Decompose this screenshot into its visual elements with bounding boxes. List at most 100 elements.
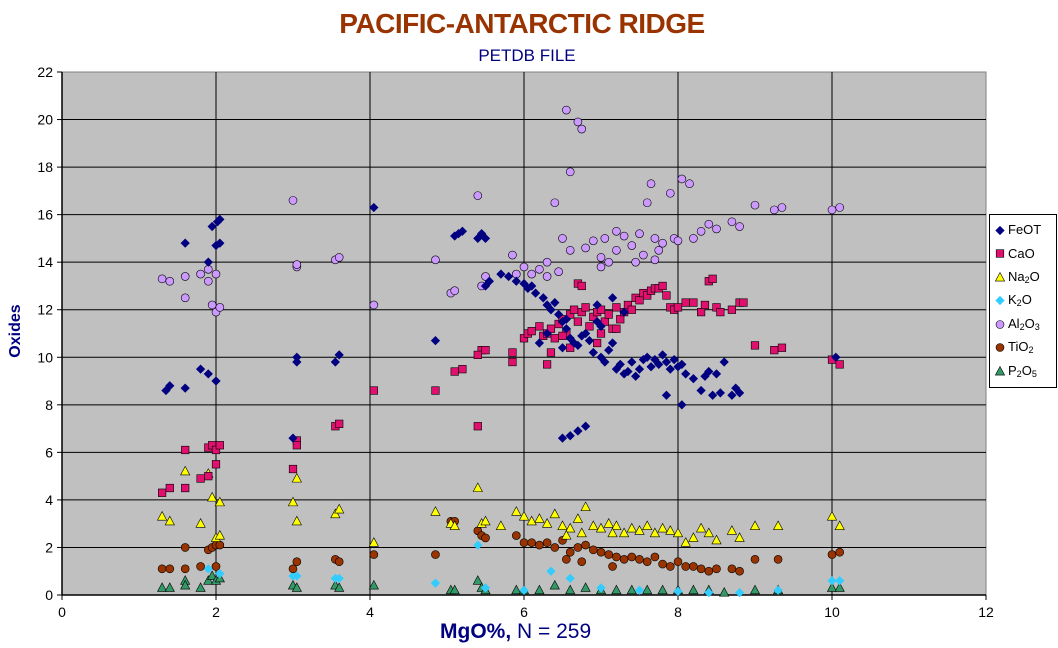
tio2-point: [827, 550, 837, 559]
al2o3-point: [334, 253, 344, 262]
k2o-point: [334, 573, 344, 583]
al2o3-point: [604, 257, 614, 267]
al2o3-point: [369, 300, 379, 310]
k2o-point: [596, 583, 606, 593]
legend-marker: [995, 225, 1005, 235]
na2o-point: [214, 529, 225, 540]
al2o3-point: [180, 293, 190, 303]
cao-point: [700, 300, 710, 310]
k2o-point: [734, 587, 745, 598]
na2o-point: [480, 515, 491, 526]
k2o-point: [827, 576, 837, 586]
x-tick-label: 6: [520, 604, 528, 620]
na2o-point: [580, 501, 591, 511]
al2o3-point: [157, 274, 167, 284]
cao-point: [689, 298, 698, 307]
al2o3-point: [596, 262, 606, 272]
tio2-point: [511, 531, 521, 540]
al2o3-point: [542, 272, 552, 281]
al2o3-point: [631, 257, 640, 267]
na2o-point: [541, 518, 553, 528]
feot-point: [565, 431, 575, 441]
legend-marker: [995, 249, 1005, 258]
feot-point: [503, 271, 514, 282]
na2o-point: [588, 520, 599, 530]
cao-point: [581, 303, 590, 312]
tio2-point: [215, 540, 225, 550]
al2o3-point: [689, 234, 698, 243]
al2o3-point: [777, 203, 787, 212]
p2o5-point: [749, 584, 761, 595]
feot-point: [203, 369, 213, 379]
tio2-point: [431, 550, 440, 559]
feot-point: [292, 357, 302, 367]
chart-title: PACIFIC-ANTARCTIC RIDGE: [339, 8, 705, 39]
feot-point: [704, 366, 714, 377]
legend-item-na2o: Na2O: [990, 265, 1056, 289]
k2o-point: [704, 587, 714, 598]
k2o-point: [480, 583, 491, 593]
tio2-point: [527, 538, 537, 548]
al2o3-point: [685, 179, 694, 189]
feot-point: [430, 336, 441, 346]
tio2-point: [196, 562, 205, 571]
p2o5-point: [203, 575, 214, 585]
al2o3-point: [596, 253, 606, 262]
legend-item-feot: FeOT: [990, 218, 1056, 242]
p2o5-point: [534, 584, 545, 595]
tio2-point: [735, 566, 744, 576]
y-tick-label: 22: [37, 64, 53, 80]
feot-point: [557, 433, 568, 443]
feot-point: [215, 238, 225, 248]
cao-point: [604, 310, 613, 319]
tio2-point: [292, 557, 302, 567]
na2o-point: [518, 510, 530, 521]
feot-point: [538, 293, 548, 303]
cao-point: [473, 422, 482, 431]
feot-point: [496, 269, 506, 279]
legend-item-k2o: K2O: [990, 289, 1056, 313]
p2o5-point: [180, 579, 191, 590]
y-tick-label: 8: [45, 397, 53, 413]
cao-point: [573, 317, 582, 326]
feot-point: [596, 321, 606, 331]
feot-point: [600, 357, 610, 367]
tio2-point: [635, 555, 644, 564]
cao-point: [481, 346, 490, 355]
cao-point: [616, 315, 625, 324]
feot-point: [607, 293, 618, 303]
cao-point: [739, 298, 748, 307]
feot-point: [215, 214, 225, 225]
p2o5-point: [565, 584, 576, 595]
cao-point: [770, 346, 779, 355]
al2o3-point: [473, 191, 483, 200]
al2o3-point: [581, 243, 590, 253]
tio2-point: [727, 564, 737, 574]
x-tick-label: 2: [212, 604, 220, 620]
legend-label: Na2O: [1008, 268, 1040, 285]
y-tick-label: 4: [45, 492, 53, 508]
p2o5-point: [156, 582, 168, 592]
tio2-point: [650, 552, 660, 562]
al2o3-point: [635, 229, 644, 238]
tio2-point: [627, 552, 637, 562]
legend-marker-diamond-icon: [995, 296, 1005, 306]
na2o-point: [368, 537, 379, 547]
al2o3-point: [600, 234, 610, 243]
cao-point: [658, 281, 667, 291]
tio2-point: [689, 562, 698, 571]
na2o-point: [472, 482, 483, 492]
na2o-point: [561, 529, 572, 540]
feot-point: [619, 307, 629, 317]
al2o3-point: [554, 267, 563, 276]
na2o-point: [772, 520, 784, 530]
k2o-point: [292, 571, 302, 581]
al2o3-point: [627, 241, 637, 250]
legend-label: P2O5: [1008, 362, 1037, 379]
cao-point: [165, 483, 174, 493]
na2o-point: [449, 520, 460, 530]
feot-point: [207, 221, 217, 232]
na2o-point: [526, 515, 537, 526]
al2o3-point: [527, 269, 537, 279]
cao-point: [292, 441, 301, 450]
